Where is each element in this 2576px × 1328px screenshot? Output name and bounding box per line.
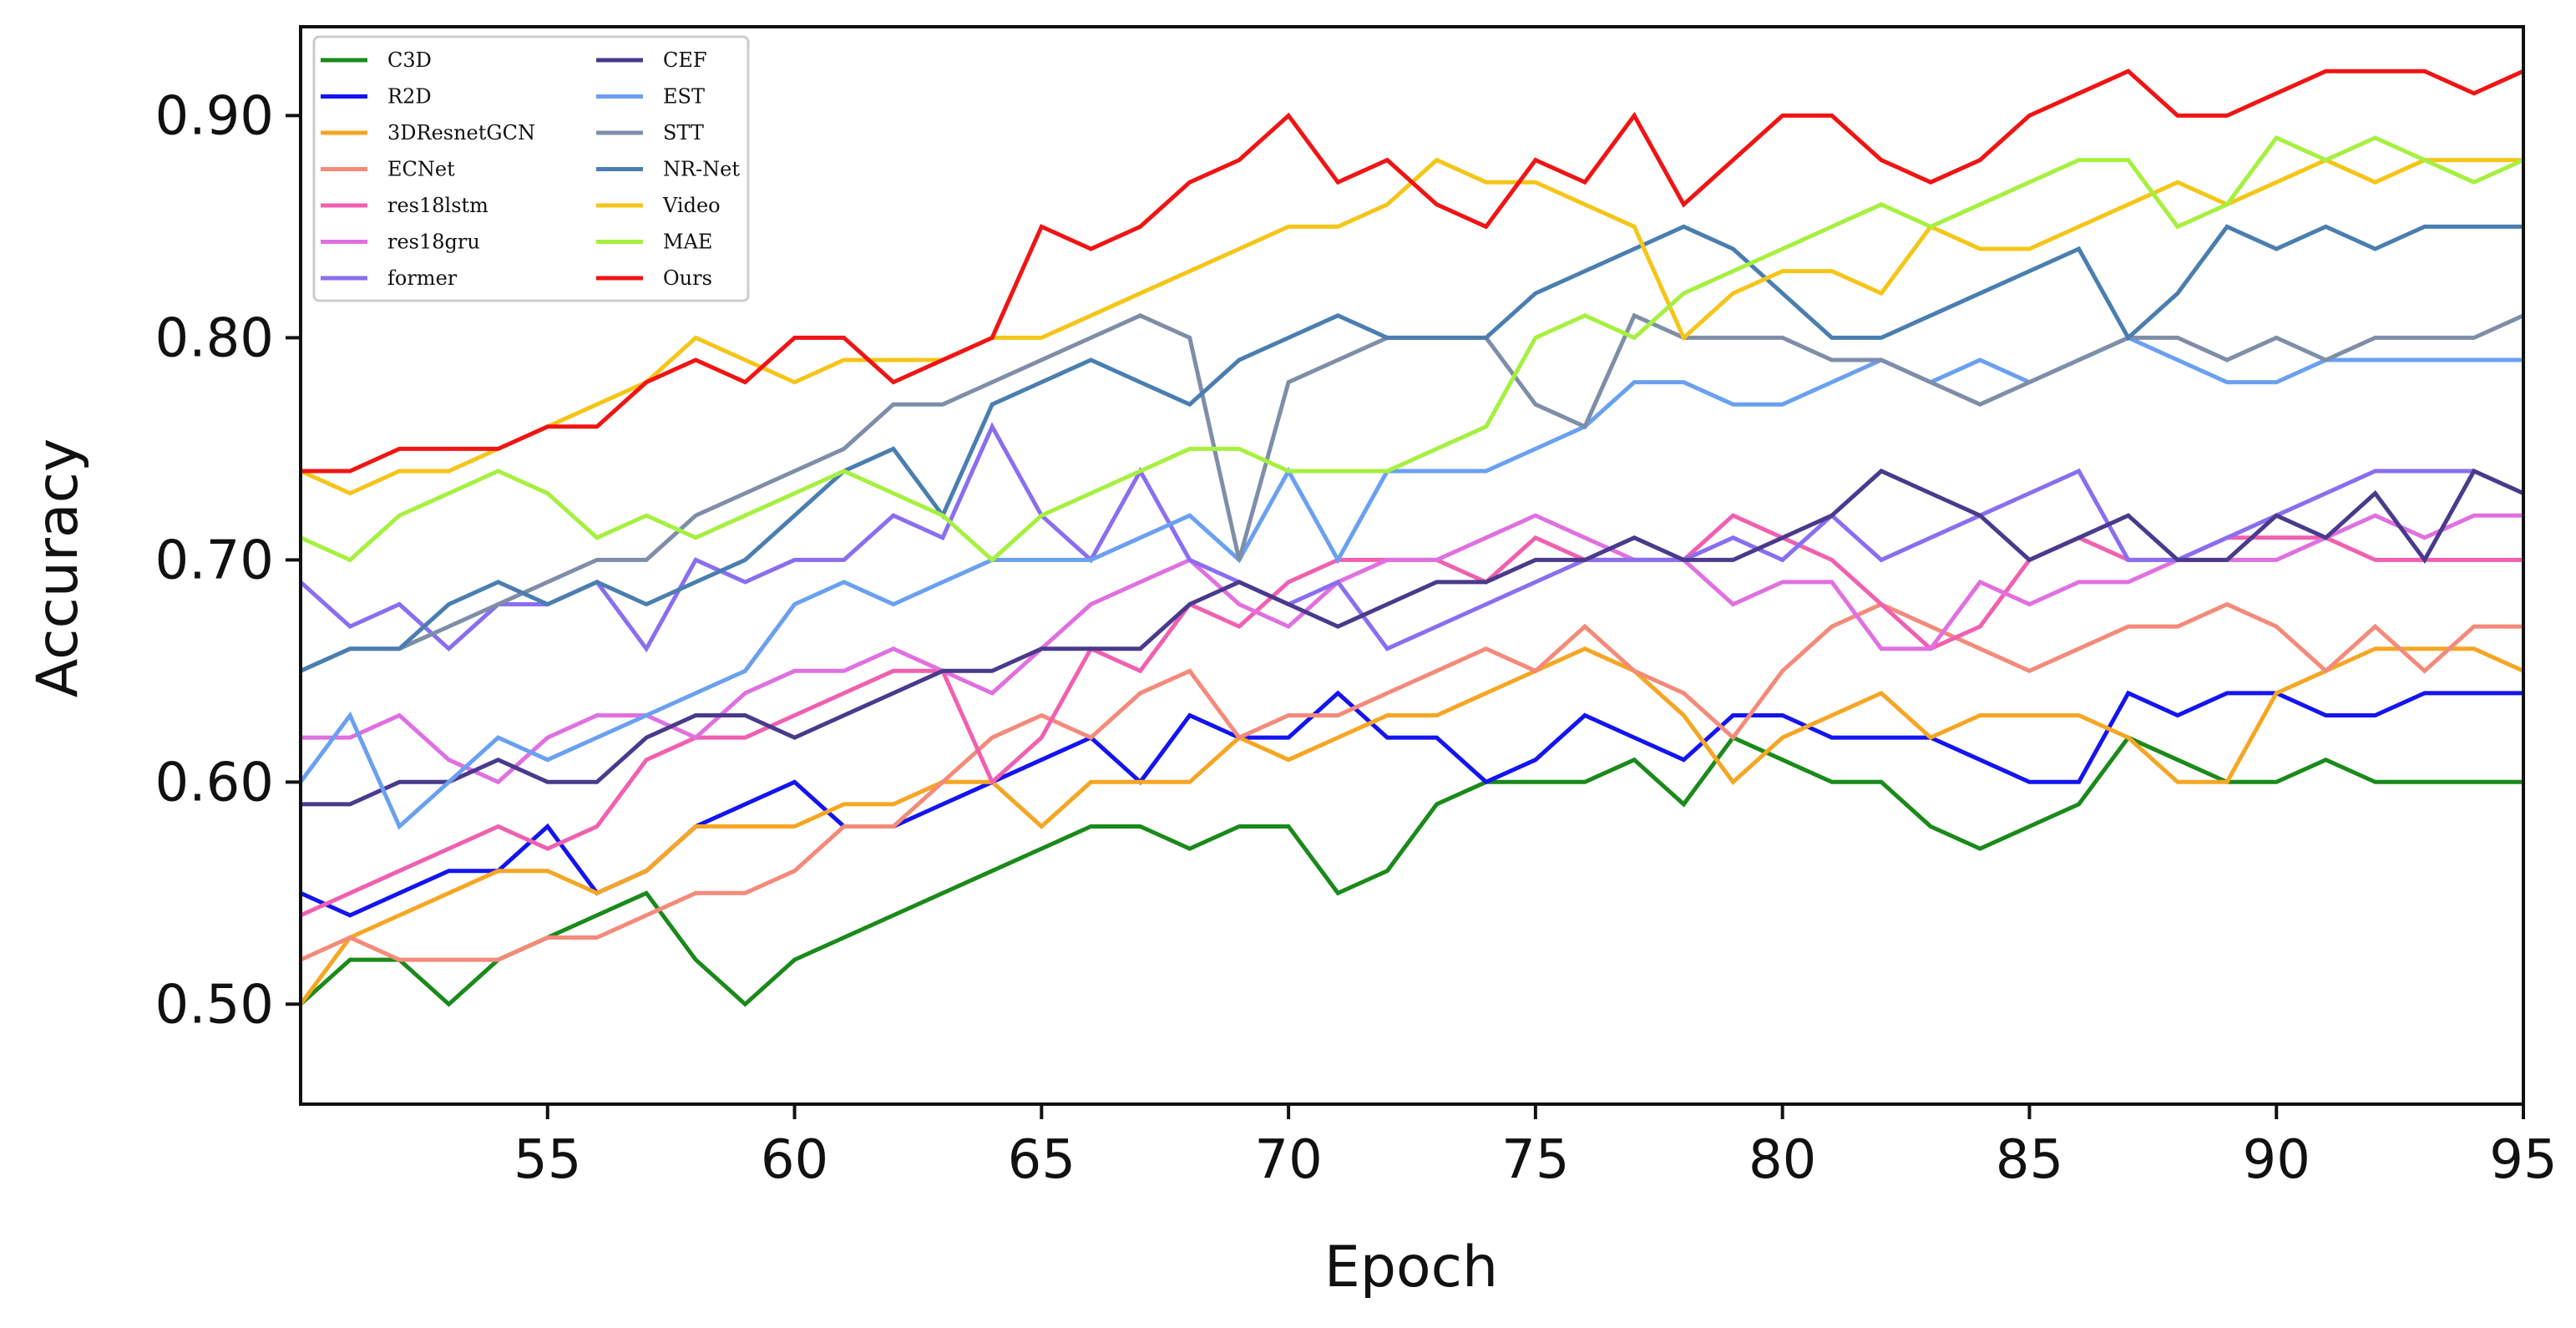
legend-label-3dresnetgcn: 3DResnetGCN <box>387 121 535 144</box>
x-tick-label: 75 <box>1501 1129 1569 1191</box>
legend-label-cef: CEF <box>663 48 707 72</box>
x-axis: 55 60 65 70 75 80 85 90 95 <box>514 1104 2558 1191</box>
legend-label-ecnet: ECNet <box>387 158 455 181</box>
x-tick-label: 70 <box>1254 1129 1322 1191</box>
legend: C3D R2D 3DResnetGCN ECNet res18lstm res18gru f… <box>312 35 750 302</box>
series-line-former <box>299 422 2525 653</box>
series-line-mae <box>299 134 2525 563</box>
x-axis-title: Epoch <box>1324 1234 1498 1300</box>
legend-label-mae: MAE <box>663 231 712 254</box>
x-tick-label: 95 <box>2489 1129 2557 1191</box>
x-tick-label: 65 <box>1008 1129 1075 1191</box>
y-tick-label: 0.80 <box>155 307 275 369</box>
x-tick-label: 60 <box>761 1129 828 1191</box>
series-line-ours <box>301 68 2525 474</box>
x-tick-label: 85 <box>1996 1129 2063 1191</box>
series-layer <box>298 68 2525 1007</box>
series-line-nr-net <box>299 224 2523 673</box>
y-tick-label: 0.90 <box>155 85 275 147</box>
y-tick-label: 0.60 <box>155 752 275 814</box>
y-axis-title: Accuracy <box>25 438 91 697</box>
legend-frame <box>312 35 750 302</box>
x-tick-label: 90 <box>2243 1129 2310 1191</box>
legend-label-video: Video <box>662 194 721 217</box>
y-tick-label: 0.50 <box>155 974 275 1036</box>
legend-label-former: former <box>387 266 458 290</box>
y-tick-label: 0.70 <box>155 530 275 591</box>
x-tick-label: 80 <box>1749 1129 1816 1191</box>
legend-items: C3D R2D 3DResnetGCN ECNet res18lstm res18gru f… <box>321 48 740 290</box>
series-line-3dresnetgcn <box>298 646 2525 1006</box>
legend-label-ours: Ours <box>663 266 712 290</box>
series-line-ecnet <box>299 601 2523 962</box>
x-tick-label: 55 <box>514 1129 581 1191</box>
y-axis: 0.50 0.60 0.70 0.80 0.90 <box>155 85 301 1036</box>
series-line-est <box>298 335 2523 830</box>
plot-frame <box>299 25 2525 1106</box>
legend-label-c3d: C3D <box>387 48 432 72</box>
legend-label-res18lstm: res18lstm <box>387 194 488 217</box>
legend-label-est: EST <box>663 85 705 109</box>
legend-label-r2d: R2D <box>387 85 432 109</box>
series-line-c3d <box>299 734 2523 1007</box>
legend-label-stt: STT <box>663 121 704 144</box>
legend-label-nr-net: NR-Net <box>663 158 740 181</box>
legend-label-res18gru: res18gru <box>387 231 480 254</box>
series-line-cef <box>301 468 2525 807</box>
